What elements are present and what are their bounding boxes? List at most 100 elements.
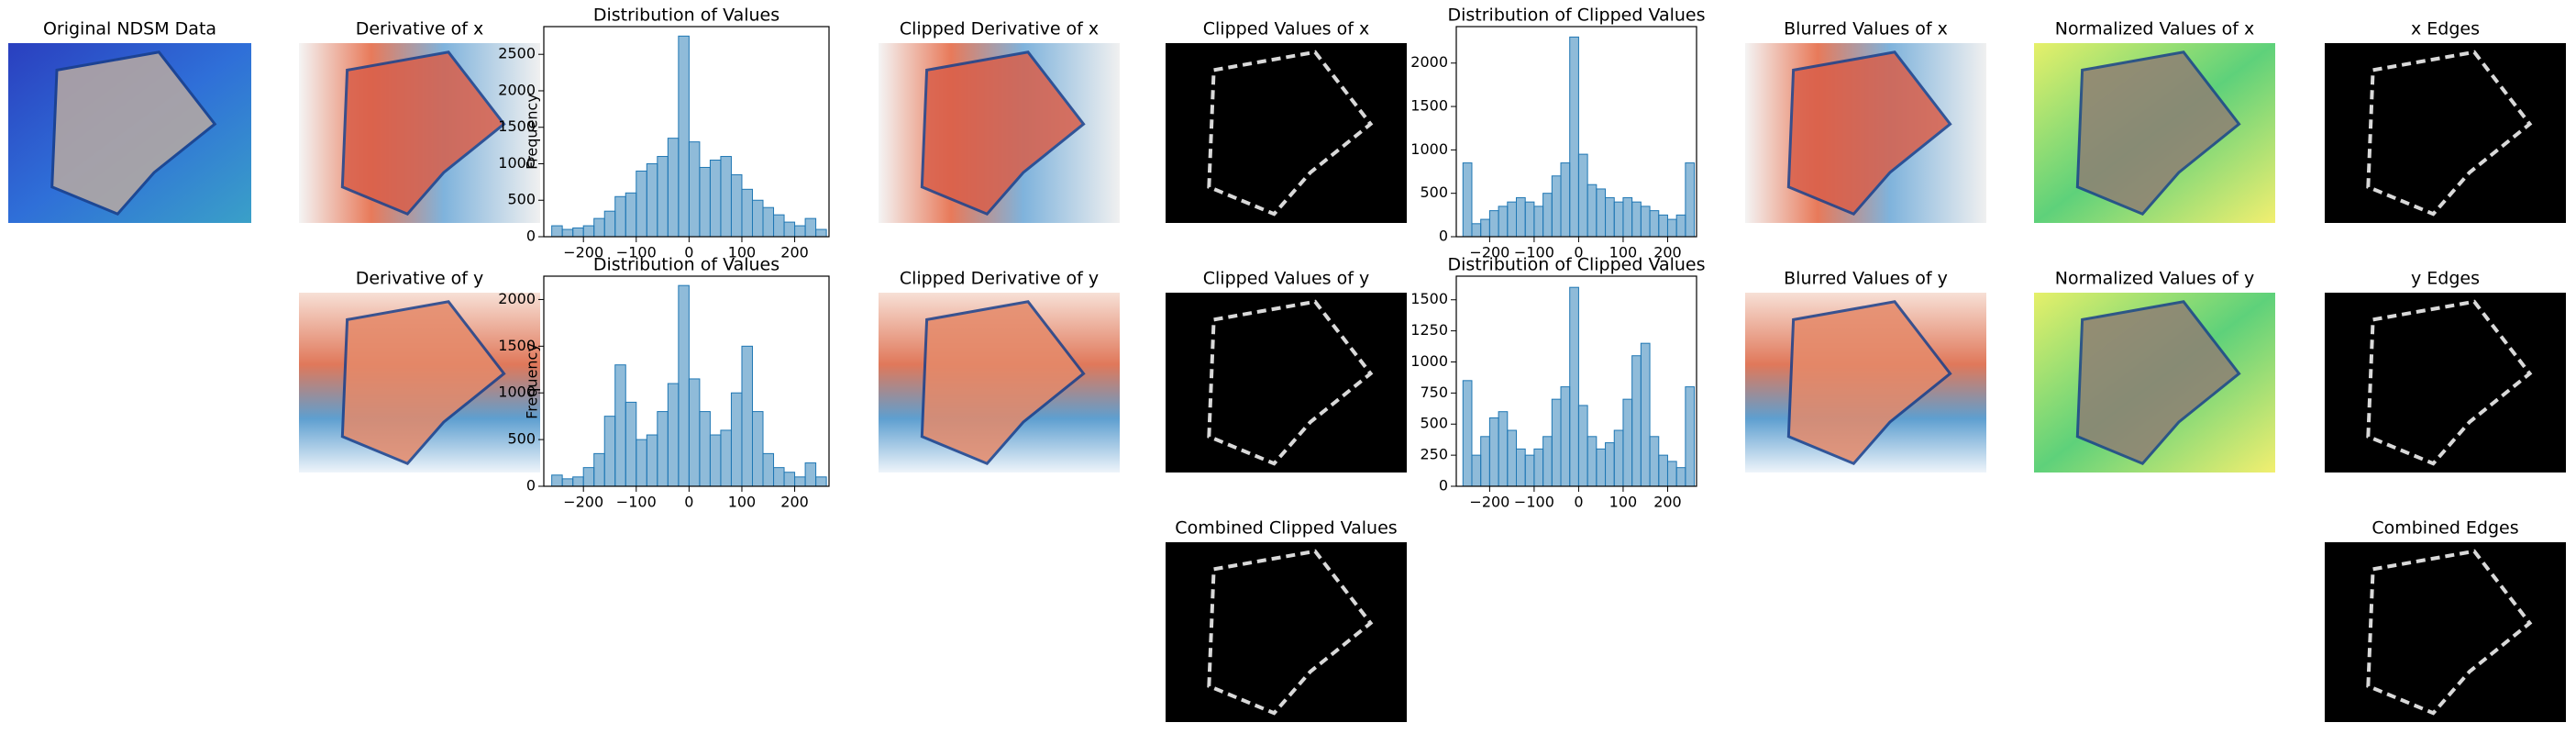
bar (551, 474, 563, 487)
bar (1605, 196, 1615, 238)
y-tick-label: 0 (1439, 228, 1448, 245)
bar (561, 478, 574, 487)
histogram: −200 −100 0 100 2000500100015002000Distribut… (1410, 6, 1705, 261)
bar (1640, 206, 1651, 238)
image-title: x Edges (2411, 19, 2480, 39)
bar (688, 378, 701, 487)
bar (625, 192, 637, 238)
image (1166, 293, 1407, 473)
bar (1577, 405, 1588, 487)
image-panel: Normalized Values of x (2034, 19, 2275, 223)
bar (751, 411, 764, 487)
bar (1596, 448, 1607, 487)
x-tick-label: 100 (1609, 494, 1638, 511)
x-tick-label: −200 (1469, 244, 1509, 261)
bar (1640, 342, 1651, 487)
bar (1462, 162, 1473, 238)
bar (1488, 210, 1499, 238)
image-panel: Combined Clipped Values (1166, 518, 1407, 722)
bar (794, 225, 806, 238)
image-panel: Derivative of x (299, 19, 540, 223)
x-tick-label: 100 (728, 494, 757, 511)
histogram: −200 −100 0 100 2000500100015002000Distribut… (498, 255, 830, 511)
x-tick-label: −200 (563, 494, 603, 511)
x-tick-label: −100 (1514, 244, 1554, 261)
image-panel: y Edges (2325, 269, 2566, 473)
bar (603, 210, 616, 238)
bar (1685, 386, 1696, 487)
bar (1560, 386, 1571, 487)
image-panel: Normalized Values of y (2034, 269, 2275, 473)
x-tick-label: −200 (563, 244, 603, 261)
image-title: Clipped Derivative of y (900, 269, 1099, 289)
bar (1551, 398, 1562, 487)
bar (815, 476, 827, 487)
bar (1524, 454, 1535, 487)
bar (593, 452, 605, 487)
x-tick-label: 100 (1609, 244, 1638, 261)
bar (762, 452, 775, 487)
bar (582, 225, 595, 238)
image-panel: Clipped Derivative of x (879, 19, 1120, 223)
image-panel: Original NDSM Data (8, 19, 251, 223)
image-panel: Clipped Values of x (1166, 19, 1407, 223)
image (1166, 43, 1407, 223)
y-tick-label: 1500 (498, 337, 536, 354)
image-title: Clipped Values of x (1203, 19, 1369, 39)
y-tick-label: 1500 (1410, 290, 1448, 307)
bar (614, 364, 626, 487)
bar (762, 206, 775, 238)
building-outline (1207, 50, 1374, 217)
bar (1516, 196, 1526, 238)
bar (1577, 153, 1588, 238)
y-tick-label: 0 (526, 228, 536, 245)
building-outline (2075, 300, 2241, 465)
bar (678, 284, 690, 487)
bar (1524, 201, 1535, 238)
x-tick-label: 0 (1574, 494, 1583, 511)
bar (1605, 442, 1615, 487)
axes-frame (1455, 26, 1697, 238)
y-tick-label: 1500 (498, 117, 536, 135)
bar (1551, 175, 1562, 238)
bar (1569, 286, 1579, 487)
bar (1631, 201, 1642, 238)
bar (582, 467, 595, 487)
bar (1622, 196, 1633, 238)
bar (625, 401, 637, 487)
x-tick-label: 0 (684, 244, 693, 261)
x-tick-label: 200 (1653, 494, 1682, 511)
bar (1658, 454, 1668, 487)
bar (1516, 448, 1526, 487)
axes-frame (543, 26, 830, 238)
bar (1631, 355, 1642, 487)
bar (1542, 436, 1553, 487)
image-title: Derivative of y (356, 269, 484, 289)
bar (794, 476, 806, 487)
bar (741, 188, 753, 238)
y-tick-label: 1000 (498, 154, 536, 172)
axes-frame (543, 275, 830, 487)
bar (1507, 429, 1517, 487)
x-tick-label: −100 (616, 494, 657, 511)
chart-title: Distribution of Values (593, 255, 779, 275)
y-tick-label: 500 (1420, 415, 1448, 432)
bar (1622, 398, 1633, 487)
building-outline (920, 50, 1086, 216)
bar (1666, 461, 1677, 487)
y-tick-label: 0 (526, 477, 536, 495)
x-tick-label: −200 (1469, 494, 1509, 511)
bar (720, 429, 732, 487)
y-axis-label: Frequency (524, 343, 541, 419)
x-tick-label: 100 (728, 244, 757, 261)
y-tick-label: 2000 (1410, 53, 1448, 71)
bar (657, 156, 669, 238)
image (2325, 542, 2566, 722)
bar (699, 411, 711, 487)
building-outline (1207, 299, 1374, 466)
bar (1480, 218, 1490, 238)
bar (1462, 380, 1473, 487)
bar (657, 411, 669, 487)
bar (1498, 206, 1509, 238)
